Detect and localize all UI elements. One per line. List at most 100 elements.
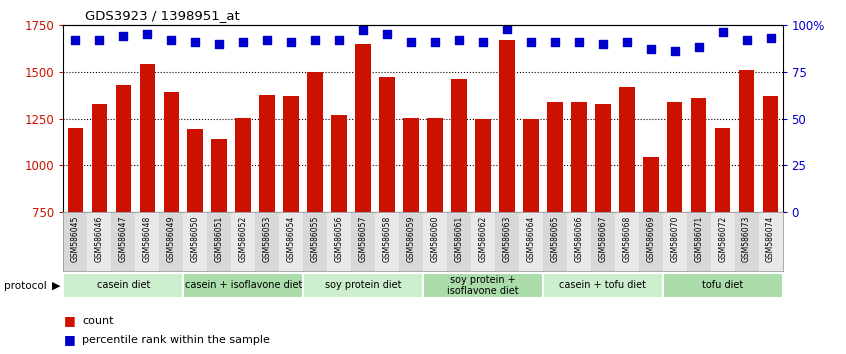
FancyBboxPatch shape bbox=[135, 212, 159, 271]
Bar bbox=[715, 128, 730, 212]
FancyBboxPatch shape bbox=[159, 212, 184, 271]
Point bbox=[380, 31, 393, 37]
FancyBboxPatch shape bbox=[327, 212, 351, 271]
Bar bbox=[116, 85, 131, 212]
FancyBboxPatch shape bbox=[279, 212, 303, 271]
FancyBboxPatch shape bbox=[711, 212, 734, 271]
Point bbox=[667, 48, 681, 54]
Text: soy protein +
isoflavone diet: soy protein + isoflavone diet bbox=[448, 274, 519, 296]
FancyBboxPatch shape bbox=[87, 212, 112, 271]
Text: GSM586074: GSM586074 bbox=[766, 215, 775, 262]
Bar bbox=[427, 118, 442, 212]
Bar bbox=[662, 273, 783, 298]
Text: percentile rank within the sample: percentile rank within the sample bbox=[82, 335, 270, 345]
Point bbox=[428, 39, 442, 45]
FancyBboxPatch shape bbox=[759, 212, 783, 271]
Point bbox=[596, 41, 609, 46]
Bar bbox=[595, 104, 611, 212]
FancyBboxPatch shape bbox=[231, 212, 255, 271]
Text: protocol: protocol bbox=[4, 281, 47, 291]
Bar bbox=[379, 77, 395, 212]
Text: ▶: ▶ bbox=[52, 281, 61, 291]
Bar bbox=[91, 104, 107, 212]
Point bbox=[332, 37, 346, 42]
Bar bbox=[499, 40, 514, 212]
Text: GSM586073: GSM586073 bbox=[742, 215, 751, 262]
FancyBboxPatch shape bbox=[471, 212, 495, 271]
Bar bbox=[451, 79, 467, 212]
Text: GSM586045: GSM586045 bbox=[71, 215, 80, 262]
Bar bbox=[184, 273, 303, 298]
Text: count: count bbox=[82, 316, 113, 326]
Point bbox=[476, 39, 490, 45]
Text: GSM586070: GSM586070 bbox=[670, 215, 679, 262]
Bar bbox=[307, 72, 323, 212]
Point bbox=[92, 37, 106, 42]
Bar bbox=[547, 102, 563, 212]
Point bbox=[716, 29, 729, 35]
FancyBboxPatch shape bbox=[447, 212, 471, 271]
Text: GSM586068: GSM586068 bbox=[623, 215, 631, 262]
Text: ■: ■ bbox=[63, 333, 75, 346]
Text: GSM586058: GSM586058 bbox=[382, 215, 392, 262]
FancyBboxPatch shape bbox=[255, 212, 279, 271]
Text: GSM586061: GSM586061 bbox=[454, 215, 464, 262]
FancyBboxPatch shape bbox=[423, 212, 447, 271]
Text: GSM586053: GSM586053 bbox=[263, 215, 272, 262]
Text: GSM586060: GSM586060 bbox=[431, 215, 439, 262]
Point bbox=[356, 28, 370, 33]
Bar bbox=[283, 96, 299, 212]
Text: GSM586065: GSM586065 bbox=[551, 215, 559, 262]
Text: GSM586066: GSM586066 bbox=[574, 215, 583, 262]
Text: GSM586054: GSM586054 bbox=[287, 215, 295, 262]
Text: GSM586069: GSM586069 bbox=[646, 215, 655, 262]
Point bbox=[117, 33, 130, 39]
Text: GSM586047: GSM586047 bbox=[119, 215, 128, 262]
Bar bbox=[63, 273, 184, 298]
Text: tofu diet: tofu diet bbox=[702, 280, 744, 290]
Bar bbox=[667, 102, 683, 212]
Bar bbox=[691, 98, 706, 212]
Point bbox=[261, 37, 274, 42]
Text: GSM586051: GSM586051 bbox=[215, 215, 223, 262]
FancyBboxPatch shape bbox=[615, 212, 639, 271]
Point bbox=[572, 39, 585, 45]
Point bbox=[452, 37, 465, 42]
Bar bbox=[260, 95, 275, 212]
FancyBboxPatch shape bbox=[567, 212, 591, 271]
Bar bbox=[571, 102, 586, 212]
Point bbox=[189, 39, 202, 45]
Point bbox=[164, 37, 178, 42]
Point bbox=[524, 39, 537, 45]
FancyBboxPatch shape bbox=[112, 212, 135, 271]
Bar bbox=[404, 118, 419, 212]
FancyBboxPatch shape bbox=[63, 212, 87, 271]
Bar bbox=[523, 119, 539, 212]
Point bbox=[739, 37, 753, 42]
Text: casein + isoflavone diet: casein + isoflavone diet bbox=[184, 280, 302, 290]
FancyBboxPatch shape bbox=[591, 212, 615, 271]
Text: GDS3923 / 1398951_at: GDS3923 / 1398951_at bbox=[85, 9, 239, 22]
Point bbox=[308, 37, 321, 42]
Text: ■: ■ bbox=[63, 314, 75, 327]
Text: GSM586052: GSM586052 bbox=[239, 215, 248, 262]
Text: GSM586049: GSM586049 bbox=[167, 215, 176, 262]
Point bbox=[620, 39, 634, 45]
Point bbox=[548, 39, 562, 45]
Text: GSM586064: GSM586064 bbox=[526, 215, 536, 262]
Bar bbox=[423, 273, 543, 298]
Point bbox=[764, 35, 777, 41]
Text: GSM586063: GSM586063 bbox=[503, 215, 511, 262]
Point bbox=[140, 31, 154, 37]
FancyBboxPatch shape bbox=[375, 212, 399, 271]
Point bbox=[644, 46, 657, 52]
Text: GSM586067: GSM586067 bbox=[598, 215, 607, 262]
Bar bbox=[643, 157, 658, 212]
Bar bbox=[212, 139, 227, 212]
Text: GSM586062: GSM586062 bbox=[479, 215, 487, 262]
Point bbox=[692, 45, 706, 50]
FancyBboxPatch shape bbox=[351, 212, 375, 271]
Point bbox=[284, 39, 298, 45]
Text: GSM586056: GSM586056 bbox=[335, 215, 343, 262]
Text: GSM586055: GSM586055 bbox=[310, 215, 320, 262]
